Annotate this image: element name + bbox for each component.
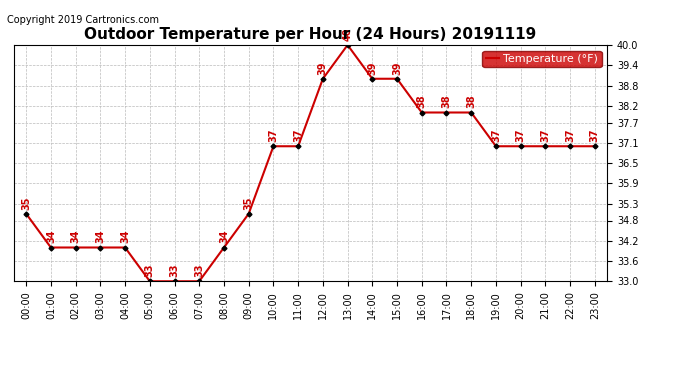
Text: 37: 37: [293, 129, 303, 142]
Text: 34: 34: [120, 230, 130, 243]
Text: 38: 38: [417, 95, 426, 108]
Text: 37: 37: [590, 129, 600, 142]
Text: 35: 35: [21, 196, 31, 210]
Text: 33: 33: [195, 264, 204, 277]
Text: 33: 33: [170, 264, 179, 277]
Text: 38: 38: [466, 95, 476, 108]
Text: 40: 40: [343, 27, 353, 41]
Text: 37: 37: [540, 129, 551, 142]
Legend: Temperature (°F): Temperature (°F): [482, 51, 602, 67]
Text: 34: 34: [70, 230, 81, 243]
Text: 34: 34: [95, 230, 106, 243]
Text: 39: 39: [318, 61, 328, 75]
Text: Copyright 2019 Cartronics.com: Copyright 2019 Cartronics.com: [7, 15, 159, 25]
Text: 34: 34: [46, 230, 56, 243]
Text: 37: 37: [491, 129, 501, 142]
Title: Outdoor Temperature per Hour (24 Hours) 20191119: Outdoor Temperature per Hour (24 Hours) …: [84, 27, 537, 42]
Text: 33: 33: [145, 264, 155, 277]
Text: 37: 37: [515, 129, 526, 142]
Text: 39: 39: [392, 61, 402, 75]
Text: 37: 37: [268, 129, 278, 142]
Text: 35: 35: [244, 196, 254, 210]
Text: 38: 38: [442, 95, 451, 108]
Text: 37: 37: [565, 129, 575, 142]
Text: 34: 34: [219, 230, 229, 243]
Text: 39: 39: [367, 61, 377, 75]
